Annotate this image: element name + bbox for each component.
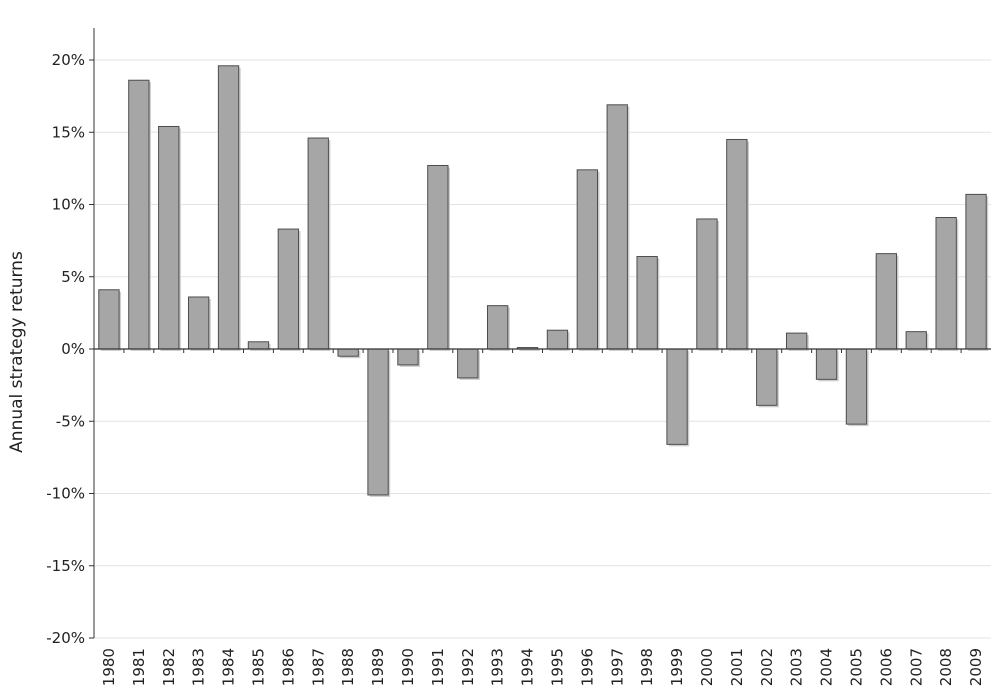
gridlines [94, 59, 991, 639]
x-tick-label: 2003 [788, 648, 806, 686]
bar-2009 [965, 193, 987, 350]
y-tick-label: 15% [52, 123, 85, 141]
x-tick-label: 2009 [967, 648, 985, 686]
x-tick-label: 2001 [728, 648, 746, 686]
bar-2007 [905, 331, 927, 350]
y-tick-label: -15% [46, 557, 85, 575]
bar-2001 [726, 138, 748, 350]
y-tick-label: 0% [61, 340, 85, 358]
bar-1999 [666, 348, 688, 445]
x-tick-label: 1988 [339, 648, 357, 686]
bar-1996 [576, 169, 599, 350]
bar-1985 [247, 341, 270, 350]
x-tick-label: 1994 [519, 648, 537, 686]
bar-1987 [307, 137, 329, 350]
x-tick-label: 2000 [698, 648, 716, 686]
x-tick-label: 1999 [668, 648, 686, 686]
y-tick-label: 20% [52, 51, 85, 69]
x-tick-label: 1983 [190, 648, 208, 686]
bar-1980 [98, 289, 120, 350]
bar-2002 [756, 348, 778, 406]
x-tick-label: 2004 [818, 648, 836, 686]
x-tick-label: 1982 [160, 648, 178, 686]
y-tick-label: 10% [52, 196, 85, 214]
x-tick-label: 1991 [429, 648, 447, 686]
bar-2006 [875, 253, 898, 350]
x-tick-label: 1995 [548, 648, 566, 686]
x-tick-label: 1985 [249, 648, 267, 686]
x-tick-label: 1987 [309, 648, 327, 686]
bar-1982 [158, 125, 180, 350]
y-tick-label: -10% [46, 485, 85, 503]
bar-1990 [397, 348, 419, 366]
x-tick-label: 1992 [459, 648, 477, 686]
x-tick-label: 2005 [847, 648, 865, 686]
bar-2000 [696, 218, 718, 350]
bar-1984 [217, 65, 240, 350]
x-tick-label: 1989 [369, 648, 387, 686]
x-tick-label: 1981 [130, 648, 148, 686]
x-tick-label: 1984 [220, 648, 238, 686]
bar-1989 [367, 348, 389, 496]
bar-1981 [128, 79, 150, 350]
bar-1995 [546, 329, 569, 350]
y-axis-title: Annual strategy returns [7, 251, 27, 453]
bar-1992 [457, 348, 479, 379]
x-tick-label: 2007 [907, 648, 925, 686]
bar-shadow [519, 349, 540, 351]
y-tick-label: -20% [46, 629, 85, 647]
y-tick-label: 5% [61, 268, 85, 286]
x-tick-label: 1993 [489, 648, 507, 686]
x-tick-label: 2006 [877, 648, 895, 686]
bar-1988 [337, 348, 359, 357]
bar-1997 [606, 104, 628, 350]
x-tick-label: 1998 [638, 648, 656, 686]
x-tick-label: 1997 [608, 648, 626, 686]
y-tick-label: -5% [56, 412, 85, 430]
x-tick-labels: 1980 1981 1982 1983 1984 1985 1986 1987 1988 1989… [100, 648, 985, 686]
x-tick-label: 2002 [758, 648, 776, 686]
bar-2003 [785, 332, 808, 350]
x-tick-label: 2008 [937, 648, 955, 686]
bar-1986 [277, 228, 300, 350]
axes [89, 28, 991, 639]
x-tick-label: 1980 [100, 648, 118, 686]
x-tick-label: 1990 [399, 648, 417, 686]
bars [98, 65, 989, 497]
y-tick-labels: -20% -15% -10% -5% 0% 5% 10% 15% 20% [46, 51, 85, 647]
bar-1998 [636, 256, 658, 350]
bar-2008 [935, 217, 957, 350]
bar-1983 [187, 296, 210, 350]
bar-1991 [427, 164, 449, 350]
x-tick-label: 1996 [578, 648, 596, 686]
x-tick-label: 1986 [279, 648, 297, 686]
bar-1993 [486, 305, 509, 350]
bar-2004 [815, 348, 838, 380]
bar-2005 [845, 348, 868, 425]
